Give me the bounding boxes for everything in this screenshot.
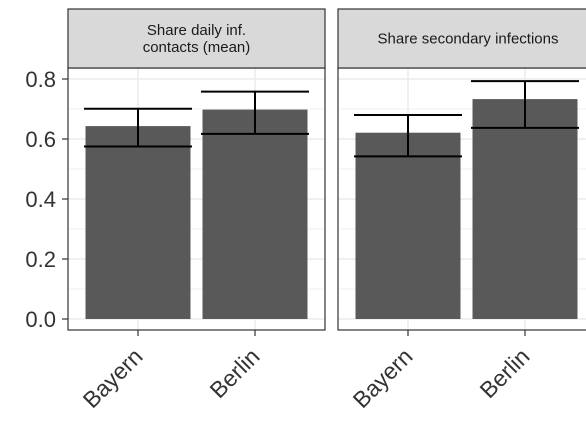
facet-title: Share secondary infections	[378, 31, 559, 48]
x-tick-label: Berlin	[205, 343, 265, 403]
y-tick-label: 0.2	[25, 247, 56, 272]
y-tick-label: 0.6	[25, 127, 56, 152]
x-tick-label: Bayern	[78, 343, 148, 413]
bar-bayern	[355, 132, 461, 319]
x-tick-label: Bayern	[348, 343, 418, 413]
bar-berlin	[202, 109, 308, 319]
facet-strip	[67, 8, 326, 69]
y-tick-label: 0.0	[25, 307, 56, 332]
bar-bayern	[85, 126, 191, 319]
facet-title: Share daily inf.	[147, 22, 246, 39]
bar-berlin	[472, 99, 578, 319]
y-tick-label: 0.4	[25, 187, 56, 212]
facet-panel-2: Bayern Berlin Share secondary infections	[337, 8, 586, 413]
y-tick-label: 0.8	[25, 67, 56, 92]
facet-panel-1: Bayern Berlin Share daily inf.contacts (me…	[67, 8, 326, 413]
facet-strip	[337, 8, 586, 69]
x-tick-label: Berlin	[475, 343, 535, 403]
facet-title: contacts (mean)	[143, 39, 251, 56]
